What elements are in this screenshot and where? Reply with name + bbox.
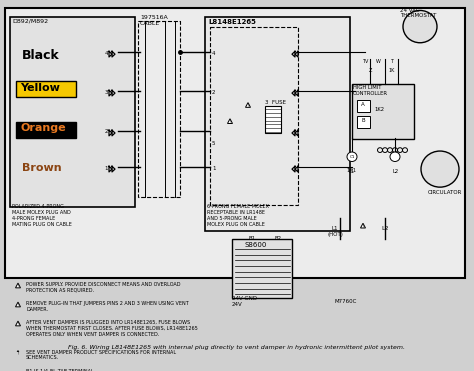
- Polygon shape: [16, 370, 20, 371]
- Text: T: T: [390, 59, 393, 64]
- Text: 5: 5: [212, 141, 216, 145]
- Text: 4: 4: [104, 51, 108, 56]
- Text: !: !: [229, 120, 231, 124]
- Bar: [16, 81, 76, 97]
- Text: Black: Black: [22, 49, 60, 62]
- Bar: [205, 17, 350, 231]
- Text: M7760C: M7760C: [335, 299, 357, 304]
- Text: B: B: [361, 118, 365, 123]
- Polygon shape: [16, 321, 20, 326]
- Text: !: !: [17, 352, 19, 356]
- Text: S8600: S8600: [245, 242, 267, 248]
- Text: 24 VAC
THERMOSTAT: 24 VAC THERMOSTAT: [400, 7, 437, 19]
- Bar: [352, 83, 414, 139]
- Bar: [16, 122, 76, 138]
- Text: HIGH LIMIT
CONTROLLER: HIGH LIMIT CONTROLLER: [353, 85, 388, 96]
- Text: L2: L2: [381, 226, 389, 231]
- Text: W: W: [376, 59, 381, 64]
- Text: B1 IS 1/4 IN. TAB TERMINAL.: B1 IS 1/4 IN. TAB TERMINAL.: [26, 369, 95, 371]
- Text: 3: 3: [104, 90, 108, 95]
- Bar: [265, 106, 281, 133]
- Bar: [5, 7, 465, 278]
- Text: L1: L1: [349, 169, 355, 174]
- Text: 1K2: 1K2: [374, 107, 384, 112]
- Text: Fig. 6. Wiring L8148E1265 with internal plug directly to vent damper in hydronic: Fig. 6. Wiring L8148E1265 with internal …: [69, 345, 405, 349]
- Polygon shape: [246, 103, 250, 107]
- Text: !: !: [17, 285, 19, 288]
- Circle shape: [403, 10, 437, 43]
- Text: 24V GND
24V: 24V GND 24V: [232, 296, 257, 307]
- Bar: [10, 17, 135, 207]
- Text: POLARIZED 4-PRONG
MALE MOLEX PLUG AND
4-PRONG FEMALE
MATING PLUG ON CABLE: POLARIZED 4-PRONG MALE MOLEX PLUG AND 4-…: [12, 204, 72, 227]
- Bar: [357, 100, 370, 112]
- Circle shape: [390, 152, 400, 161]
- Text: !: !: [362, 224, 364, 229]
- Text: POWER SUPPLY. PROVIDE DISCONNECT MEANS AND OVERLOAD
PROTECTION AS REQUIRED.: POWER SUPPLY. PROVIDE DISCONNECT MEANS A…: [26, 282, 181, 293]
- Text: 1K: 1K: [388, 68, 394, 73]
- Text: CIRCULATOR: CIRCULATOR: [428, 190, 462, 195]
- Text: 3  FUSE: 3 FUSE: [265, 100, 286, 105]
- Text: Brown: Brown: [22, 163, 62, 173]
- Text: 6-PRONG FEMALE MOLEX
RECEPTABLE IN LR148E
AND 5-PRONG MALE
MOLEX PLUG ON CABLE: 6-PRONG FEMALE MOLEX RECEPTABLE IN LR148…: [207, 204, 269, 227]
- Text: Orange: Orange: [20, 124, 65, 134]
- Text: A: A: [361, 102, 365, 106]
- Circle shape: [421, 151, 459, 187]
- Text: 1K1: 1K1: [346, 168, 356, 173]
- Text: !: !: [17, 303, 19, 308]
- Text: !: !: [247, 104, 249, 108]
- Text: B1: B1: [248, 236, 255, 241]
- Text: 2: 2: [212, 90, 216, 95]
- Text: 1: 1: [212, 166, 216, 171]
- Bar: [232, 239, 292, 298]
- Text: B2: B2: [274, 236, 282, 241]
- Text: Z: Z: [369, 68, 373, 73]
- Text: !: !: [17, 322, 19, 326]
- Polygon shape: [16, 283, 20, 288]
- Polygon shape: [228, 119, 233, 124]
- Bar: [138, 21, 180, 197]
- Text: L2: L2: [393, 169, 399, 174]
- Polygon shape: [16, 351, 20, 355]
- Text: TV: TV: [362, 59, 368, 64]
- Text: REMOVE PLUG-IN THAT JUMPERS PINS 2 AND 3 WHEN USING VENT
DAMPER.: REMOVE PLUG-IN THAT JUMPERS PINS 2 AND 3…: [26, 301, 189, 312]
- Text: 2: 2: [104, 129, 108, 134]
- Text: SEE VENT DAMPER PRODUCT SPECIFICATIONS FOR INTERNAL
SCHEMATICS.: SEE VENT DAMPER PRODUCT SPECIFICATIONS F…: [26, 349, 176, 360]
- Bar: [210, 27, 298, 205]
- Text: 197516A
CABLE: 197516A CABLE: [140, 15, 168, 26]
- Text: Yellow: Yellow: [20, 83, 60, 93]
- Text: AFTER VENT DAMPER IS PLUGGED INTO LR148E1265, FUSE BLOWS
WHEN THERMOSTAT FIRST C: AFTER VENT DAMPER IS PLUGGED INTO LR148E…: [26, 320, 198, 337]
- Circle shape: [347, 152, 357, 161]
- Bar: [357, 116, 370, 128]
- Text: C1: C1: [349, 155, 355, 159]
- Text: 1: 1: [104, 166, 108, 171]
- Polygon shape: [16, 302, 20, 307]
- Text: L8148E1265: L8148E1265: [208, 19, 256, 25]
- Text: D892/M892: D892/M892: [12, 19, 48, 24]
- Text: L1
(HOT): L1 (HOT): [327, 226, 343, 237]
- Polygon shape: [361, 223, 365, 228]
- Text: 4: 4: [212, 51, 216, 56]
